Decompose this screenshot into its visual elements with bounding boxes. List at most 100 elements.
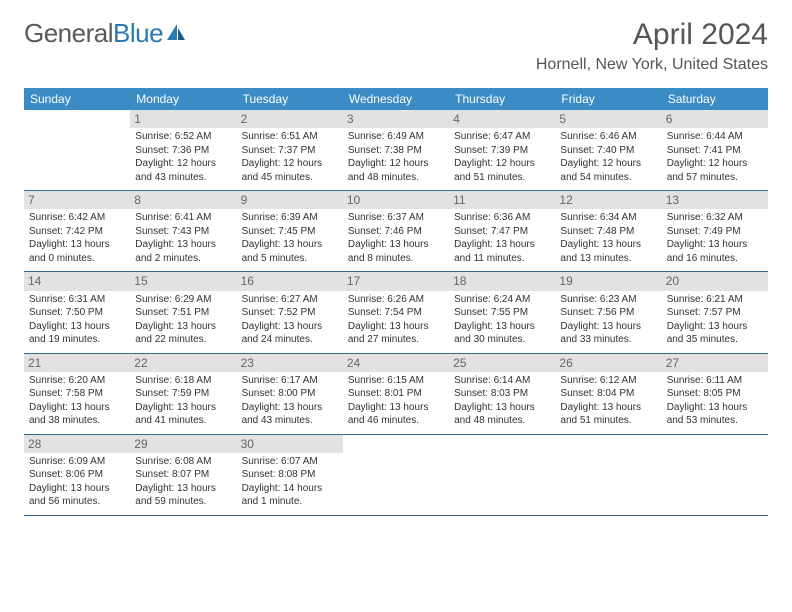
sunset-line: Sunset: 7:38 PM — [348, 144, 444, 158]
sunrise-line: Sunrise: 6:11 AM — [667, 374, 763, 388]
sunset-line: Sunset: 7:56 PM — [560, 306, 656, 320]
sunrise-line: Sunrise: 6:08 AM — [135, 455, 231, 469]
daylight-line: Daylight: 12 hours and 57 minutes. — [667, 157, 763, 184]
sunrise-line: Sunrise: 6:21 AM — [667, 293, 763, 307]
daylight-line: Daylight: 13 hours and 0 minutes. — [29, 238, 125, 265]
sunrise-line: Sunrise: 6:42 AM — [29, 211, 125, 225]
day-number: 22 — [130, 354, 236, 372]
calendar-cell: 2Sunrise: 6:51 AMSunset: 7:37 PMDaylight… — [237, 110, 343, 191]
day-number: 3 — [343, 110, 449, 128]
day-number: 23 — [237, 354, 343, 372]
day-number: 20 — [662, 272, 768, 290]
sunset-line: Sunset: 7:36 PM — [135, 144, 231, 158]
sunrise-line: Sunrise: 6:14 AM — [454, 374, 550, 388]
calendar-cell: 17Sunrise: 6:26 AMSunset: 7:54 PMDayligh… — [343, 272, 449, 353]
day-number: 10 — [343, 191, 449, 209]
calendar-cell: 1Sunrise: 6:52 AMSunset: 7:36 PMDaylight… — [130, 110, 236, 191]
day-number: 9 — [237, 191, 343, 209]
calendar-cell: 27 Sunrise: 6:11 AMSunset: 8:05 PMDayligh… — [662, 353, 768, 434]
calendar-cell: 19Sunrise: 6:23 AMSunset: 7:56 PMDayligh… — [555, 272, 661, 353]
daylight-line: Daylight: 13 hours and 41 minutes. — [135, 401, 231, 428]
sunrise-line: Sunrise: 6:47 AM — [454, 130, 550, 144]
daylight-line: Daylight: 13 hours and 8 minutes. — [348, 238, 444, 265]
daylight-line: Daylight: 13 hours and 33 minutes. — [560, 320, 656, 347]
sunrise-line: Sunrise: 6:17 AM — [242, 374, 338, 388]
sunrise-line: Sunrise: 6:26 AM — [348, 293, 444, 307]
sunset-line: Sunset: 7:52 PM — [242, 306, 338, 320]
sunset-line: Sunset: 8:05 PM — [667, 387, 763, 401]
calendar-cell: 24Sunrise: 6:15 AMSunset: 8:01 PMDayligh… — [343, 353, 449, 434]
calendar-cell: 22 Sunrise: 6:18 AMSunset: 7:59 PMDayligh… — [130, 353, 236, 434]
sunrise-line: Sunrise: 6:52 AM — [135, 130, 231, 144]
sunrise-line: Sunrise: 6:32 AM — [667, 211, 763, 225]
sunrise-line: Sunrise: 6:36 AM — [454, 211, 550, 225]
day-number: 4 — [449, 110, 555, 128]
calendar-cell: 18Sunrise: 6:24 AMSunset: 7:55 PMDayligh… — [449, 272, 555, 353]
calendar-cell: 8Sunrise: 6:41 AMSunset: 7:43 PMDaylight… — [130, 191, 236, 272]
calendar-cell — [449, 434, 555, 515]
daylight-line: Daylight: 13 hours and 51 minutes. — [560, 401, 656, 428]
day-number: 29 — [130, 435, 236, 453]
page-title: April 2024 — [536, 18, 768, 52]
calendar-cell: 3Sunrise: 6:49 AMSunset: 7:38 PMDaylight… — [343, 110, 449, 191]
calendar-cell — [343, 434, 449, 515]
daylight-line: Daylight: 13 hours and 30 minutes. — [454, 320, 550, 347]
sunset-line: Sunset: 8:03 PM — [454, 387, 550, 401]
calendar-table: Sunday Monday Tuesday Wednesday Thursday… — [24, 88, 768, 516]
day-number: 30 — [237, 435, 343, 453]
sunrise-line: Sunrise: 6:37 AM — [348, 211, 444, 225]
weekday-header-row: Sunday Monday Tuesday Wednesday Thursday… — [24, 88, 768, 110]
calendar-cell: 13Sunrise: 6:32 AMSunset: 7:49 PMDayligh… — [662, 191, 768, 272]
sunrise-line: Sunrise: 6:51 AM — [242, 130, 338, 144]
calendar-cell: 6Sunrise: 6:44 AMSunset: 7:41 PMDaylight… — [662, 110, 768, 191]
calendar-cell — [555, 434, 661, 515]
sunrise-line: Sunrise: 6:31 AM — [29, 293, 125, 307]
weekday-header: Monday — [130, 88, 236, 110]
daylight-line: Daylight: 13 hours and 19 minutes. — [29, 320, 125, 347]
daylight-line: Daylight: 13 hours and 43 minutes. — [242, 401, 338, 428]
sunset-line: Sunset: 7:39 PM — [454, 144, 550, 158]
sunset-line: Sunset: 7:54 PM — [348, 306, 444, 320]
sunrise-line: Sunrise: 6:44 AM — [667, 130, 763, 144]
day-number: 2 — [237, 110, 343, 128]
daylight-line: Daylight: 13 hours and 53 minutes. — [667, 401, 763, 428]
location-text: Hornell, New York, United States — [536, 56, 768, 74]
day-number: 16 — [237, 272, 343, 290]
sunrise-line: Sunrise: 6:39 AM — [242, 211, 338, 225]
day-number: 7 — [24, 191, 130, 209]
calendar-cell: 20Sunrise: 6:21 AMSunset: 7:57 PMDayligh… — [662, 272, 768, 353]
sunset-line: Sunset: 7:45 PM — [242, 225, 338, 239]
day-number: 28 — [24, 435, 130, 453]
calendar-cell: 4Sunrise: 6:47 AMSunset: 7:39 PMDaylight… — [449, 110, 555, 191]
calendar-cell: 25Sunrise: 6:14 AMSunset: 8:03 PMDayligh… — [449, 353, 555, 434]
sunrise-line: Sunrise: 6:24 AM — [454, 293, 550, 307]
day-number: 8 — [130, 191, 236, 209]
sunset-line: Sunset: 7:57 PM — [667, 306, 763, 320]
sunset-line: Sunset: 7:42 PM — [29, 225, 125, 239]
calendar-row: 28Sunrise: 6:09 AMSunset: 8:06 PMDayligh… — [24, 434, 768, 515]
day-number: 15 — [130, 272, 236, 290]
sunset-line: Sunset: 8:08 PM — [242, 468, 338, 482]
daylight-line: Daylight: 12 hours and 45 minutes. — [242, 157, 338, 184]
day-number: 21 — [24, 354, 130, 372]
daylight-line: Daylight: 13 hours and 48 minutes. — [454, 401, 550, 428]
sunset-line: Sunset: 7:41 PM — [667, 144, 763, 158]
daylight-line: Daylight: 13 hours and 27 minutes. — [348, 320, 444, 347]
sunrise-line: Sunrise: 6:34 AM — [560, 211, 656, 225]
sunset-line: Sunset: 7:58 PM — [29, 387, 125, 401]
sunset-line: Sunset: 7:47 PM — [454, 225, 550, 239]
daylight-line: Daylight: 13 hours and 56 minutes. — [29, 482, 125, 509]
sunset-line: Sunset: 7:43 PM — [135, 225, 231, 239]
calendar-cell — [662, 434, 768, 515]
logo: GeneralBlue — [24, 18, 187, 49]
daylight-line: Daylight: 12 hours and 54 minutes. — [560, 157, 656, 184]
day-number: 27 — [662, 354, 768, 372]
day-number: 26 — [555, 354, 661, 372]
daylight-line: Daylight: 13 hours and 38 minutes. — [29, 401, 125, 428]
sunset-line: Sunset: 7:49 PM — [667, 225, 763, 239]
sunset-line: Sunset: 7:59 PM — [135, 387, 231, 401]
calendar-cell: 11Sunrise: 6:36 AMSunset: 7:47 PMDayligh… — [449, 191, 555, 272]
calendar-cell: 30Sunrise: 6:07 AMSunset: 8:08 PMDayligh… — [237, 434, 343, 515]
sunrise-line: Sunrise: 6:18 AM — [135, 374, 231, 388]
calendar-row: 21Sunrise: 6:20 AMSunset: 7:58 PMDayligh… — [24, 353, 768, 434]
